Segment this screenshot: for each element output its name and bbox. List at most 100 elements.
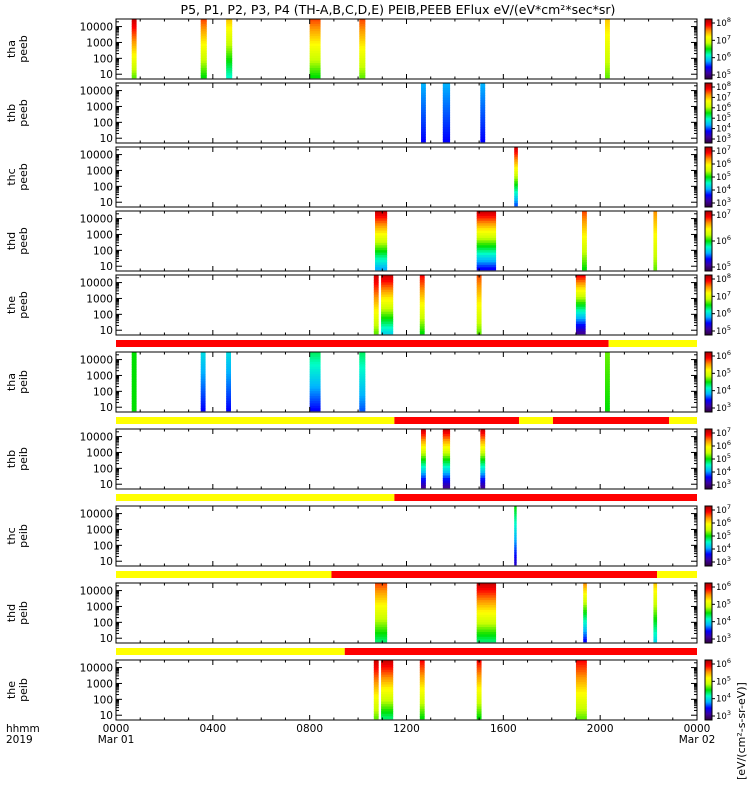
colorbar-tick-3-2: 107 <box>716 208 731 221</box>
colorbar-tick-4-3: 108 <box>716 272 731 285</box>
burst-4-4 <box>575 275 586 335</box>
colorbar-tick-4-0: 105 <box>716 324 731 337</box>
mode-bar-6 <box>116 417 697 424</box>
burst-1-1 <box>442 83 451 143</box>
burst-5-4 <box>359 352 366 412</box>
svg-text:thb: thb <box>5 450 18 468</box>
y-tick-label-1-2: 1000 <box>86 101 113 113</box>
burst-9-4 <box>575 660 587 720</box>
spectrogram-panel-3: 10 100 1000 10000 thd peeb 105 106 107 <box>5 208 731 273</box>
y-tick-label-7-1: 100 <box>93 540 113 552</box>
y-tick-label-8-2: 1000 <box>86 601 113 613</box>
panel-label-6: thb peib <box>5 447 30 471</box>
colorbar-tick-9-2: 105 <box>716 674 731 687</box>
svg-text:peib: peib <box>17 601 30 625</box>
burst-4-3 <box>476 275 482 335</box>
mode-segment-6-3 <box>552 417 670 424</box>
y-tick-label-6-2: 1000 <box>86 447 113 459</box>
burst-3-2 <box>582 211 587 271</box>
colorbar-tick-5-2: 105 <box>716 366 731 379</box>
mode-segment-7-0 <box>116 494 395 501</box>
mode-segment-6-4 <box>669 417 697 424</box>
mode-bar-7 <box>116 494 697 501</box>
mode-segment-6-0 <box>116 417 395 424</box>
burst-5-5 <box>605 352 610 412</box>
colorbar-tick-7-1: 104 <box>716 542 731 555</box>
y-tick-label-5-3: 10000 <box>80 355 113 367</box>
mode-bar-5 <box>116 340 697 347</box>
panel-frame-9 <box>115 659 698 721</box>
burst-layer-9 <box>373 660 587 720</box>
colorbar-tick-5-0: 103 <box>716 401 731 414</box>
colorbar-tick-0-0: 105 <box>716 68 731 81</box>
burst-5-0 <box>131 352 137 412</box>
colorbar-tick-7-3: 106 <box>716 516 731 529</box>
y-tick-label-2-2: 1000 <box>86 165 113 177</box>
colorbar-tick-0-1: 106 <box>716 51 731 64</box>
mode-bar-8 <box>116 571 697 578</box>
svg-text:the: the <box>5 296 18 314</box>
burst-3-0 <box>375 211 388 271</box>
colorbar-tick-6-2: 105 <box>716 452 731 465</box>
spectrogram-panel-4: 10 100 1000 10000 the peeb 105 106 107 108 <box>5 272 731 337</box>
burst-layer-6 <box>421 429 486 489</box>
colorbar-tick-1-3: 106 <box>716 101 731 114</box>
colorbar-tick-6-3: 106 <box>716 439 731 452</box>
panel-label-5: tha peib <box>5 370 30 394</box>
colorbar-tick-6-4: 107 <box>716 426 731 439</box>
burst-0-3 <box>309 19 321 79</box>
panel-label-4: the peeb <box>5 291 30 319</box>
mode-segment-8-0 <box>116 571 332 578</box>
x-tick-hhmm-3: 1200 <box>393 723 420 735</box>
burst-0-1 <box>200 19 207 79</box>
burst-8-1 <box>476 583 497 643</box>
y-tick-label-9-1: 100 <box>93 694 113 706</box>
mode-bar-9 <box>116 648 697 655</box>
y-tick-label-2-3: 10000 <box>80 150 113 162</box>
burst-9-3 <box>476 660 482 720</box>
mode-segment-9-1 <box>344 648 697 655</box>
burst-layer-1 <box>421 83 486 143</box>
svg-text:thb: thb <box>5 104 18 122</box>
panel-frame-2 <box>115 146 698 208</box>
x-tick-date-6: Mar 02 <box>679 734 716 746</box>
burst-1-2 <box>480 83 486 143</box>
y-tick-label-2-0: 10 <box>100 197 113 209</box>
colorbar-tick-7-2: 105 <box>716 529 731 542</box>
colorbar-tick-9-1: 104 <box>716 692 731 705</box>
x-axis-corner-label-0: hhmm <box>6 723 40 735</box>
y-tick-label-6-1: 100 <box>93 463 113 475</box>
colorbar-tick-3-1: 106 <box>716 234 731 247</box>
svg-text:thd: thd <box>5 232 18 250</box>
mode-segment-5-0 <box>116 340 609 347</box>
y-tick-label-7-3: 10000 <box>80 509 113 521</box>
colorbar-tick-5-1: 104 <box>716 384 731 397</box>
burst-8-2 <box>583 583 587 643</box>
y-tick-label-7-0: 10 <box>100 556 113 568</box>
colorbar-tick-5-3: 106 <box>716 349 731 362</box>
panel-label-0: tha peeb <box>5 35 30 63</box>
panel-frame-7 <box>115 505 698 567</box>
y-tick-label-0-3: 10000 <box>80 22 113 34</box>
colorbar-tick-4-1: 106 <box>716 307 731 320</box>
burst-6-1 <box>442 429 451 489</box>
y-tick-label-0-0: 10 <box>100 69 113 81</box>
y-tick-label-8-0: 10 <box>100 633 113 645</box>
colorbar-5: 103 104 105 106 <box>704 349 731 414</box>
svg-text:the: the <box>5 681 18 699</box>
spectrogram-panel-0: 10 100 1000 10000 tha peeb 105 106 107 108 <box>5 16 731 81</box>
y-tick-label-0-2: 1000 <box>86 37 113 49</box>
y-tick-label-5-1: 100 <box>93 386 113 398</box>
y-tick-label-1-1: 100 <box>93 117 113 129</box>
mode-segment-8-1 <box>331 571 658 578</box>
mode-segment-6-2 <box>519 417 553 424</box>
svg-text:thc: thc <box>5 527 18 544</box>
svg-text:tha: tha <box>5 373 18 391</box>
x-tick-date-0: Mar 01 <box>98 734 135 746</box>
